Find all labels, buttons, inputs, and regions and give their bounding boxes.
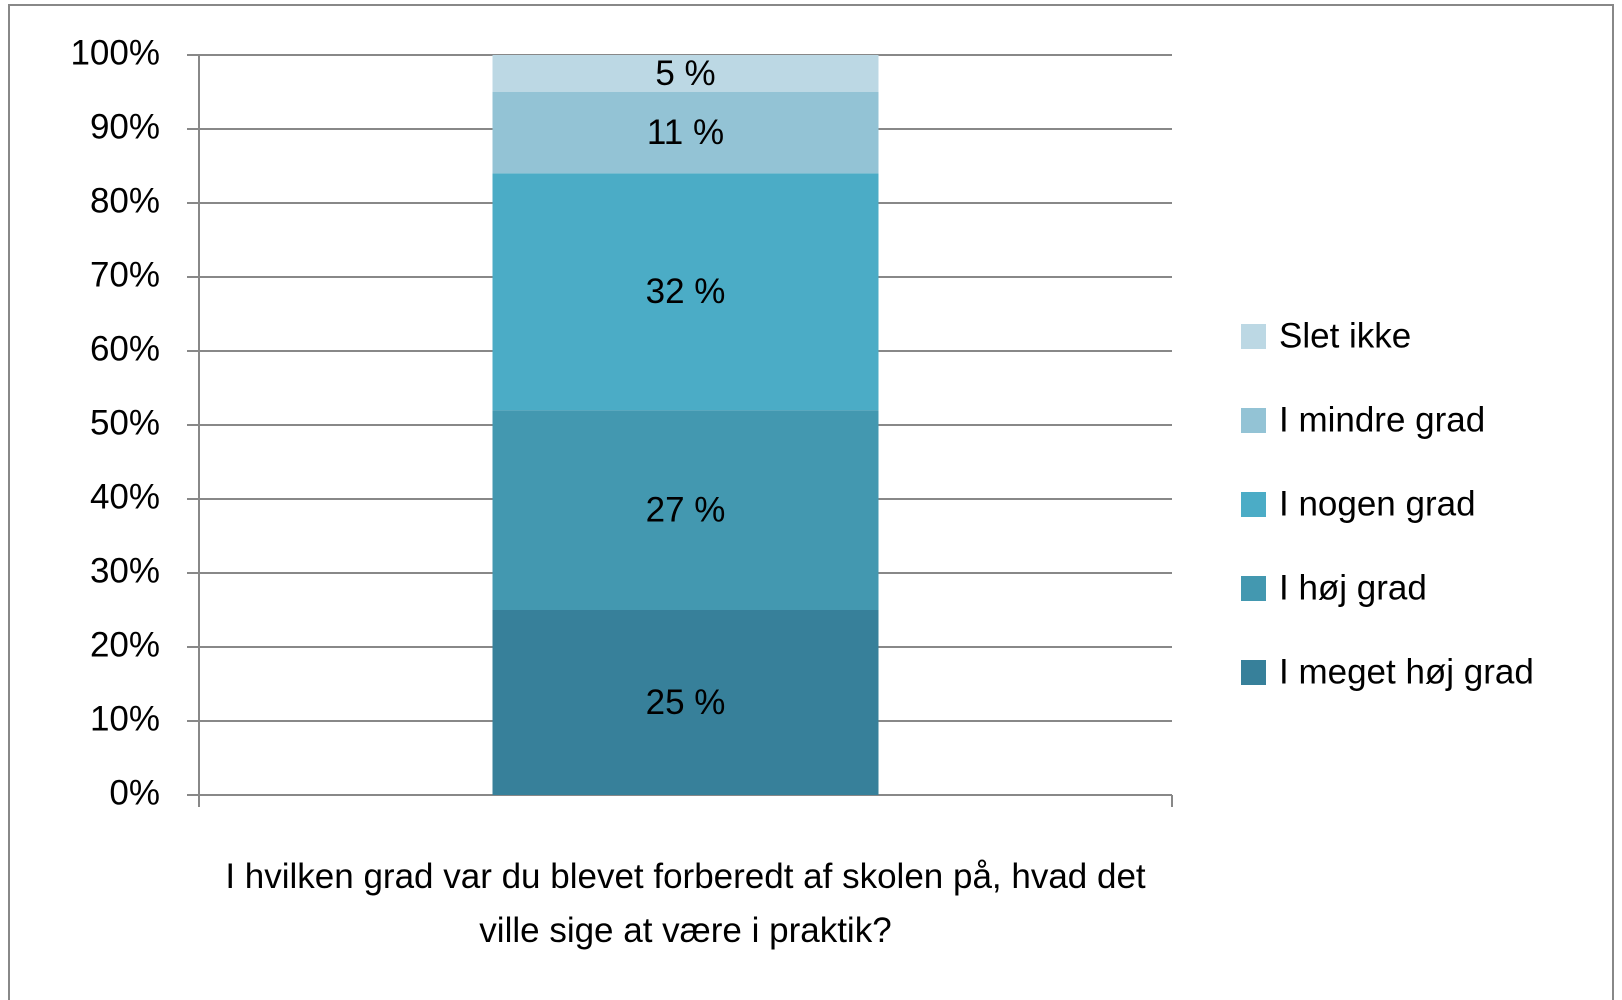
bar-segment (492, 410, 879, 610)
x-category-label: I hvilken grad var du blevet forberedt a… (225, 857, 1146, 951)
y-tick-label: 30% (90, 551, 160, 590)
y-tick-label: 100% (70, 33, 160, 72)
legend-label: I høj grad (1279, 568, 1427, 607)
y-tick-label: 20% (90, 625, 160, 664)
legend-swatch (1241, 576, 1266, 601)
bar-segment (492, 92, 879, 174)
legend-swatch (1241, 660, 1266, 685)
y-tick-label: 50% (90, 403, 160, 442)
bar-segment (492, 173, 879, 411)
legend-label: Slet ikke (1279, 316, 1411, 355)
data-label: 32 % (646, 272, 726, 311)
legend-swatch (1241, 324, 1266, 349)
bar-segment (492, 55, 879, 92)
chart-border (8, 4, 1614, 1000)
legend-label: I nogen grad (1279, 484, 1476, 523)
legend-label: I meget høj grad (1279, 652, 1534, 691)
y-tick-label: 0% (109, 773, 160, 812)
y-tick-label: 90% (90, 107, 160, 146)
legend-swatch (1241, 408, 1266, 433)
y-tick-label: 80% (90, 181, 160, 220)
y-tick-label: 10% (90, 699, 160, 738)
legend-label: I mindre grad (1279, 400, 1485, 439)
data-label: 27 % (646, 490, 726, 529)
data-label: 11 % (647, 113, 724, 152)
y-tick-label: 60% (90, 329, 160, 368)
legend-swatch (1241, 492, 1266, 517)
y-tick-label: 40% (90, 477, 160, 516)
bar-segment (492, 610, 879, 795)
data-label: 5 % (655, 54, 715, 93)
data-label: 25 % (646, 683, 726, 722)
y-tick-label: 70% (90, 255, 160, 294)
